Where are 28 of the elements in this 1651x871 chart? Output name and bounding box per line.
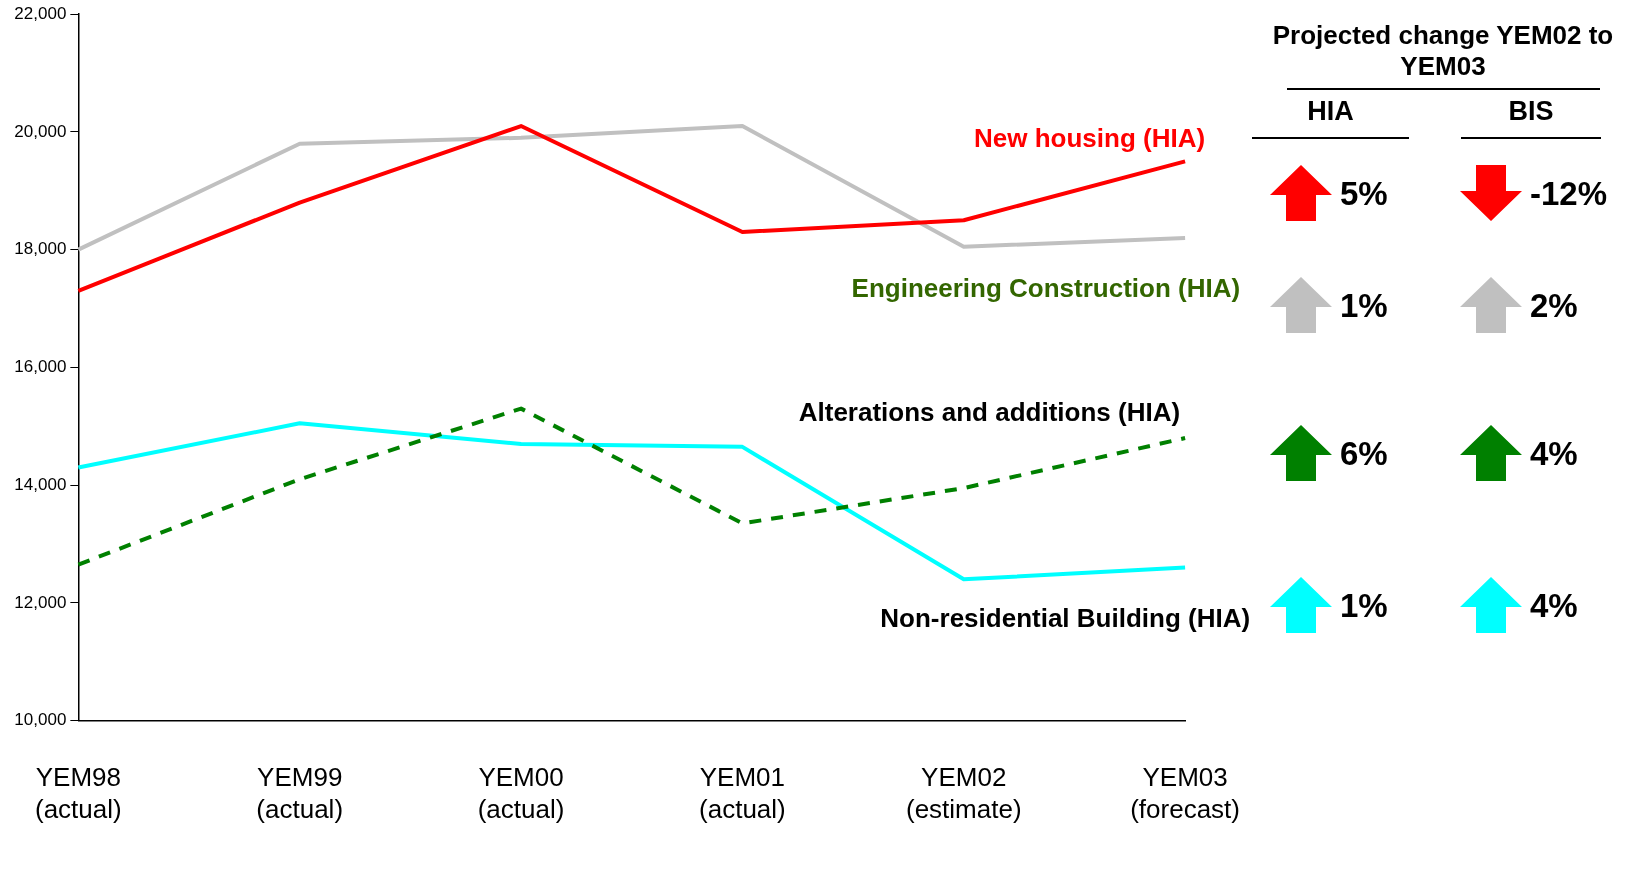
- y-tick-label: 20,000: [14, 121, 67, 141]
- x-tick-label: YEM99 (actual): [256, 762, 344, 824]
- y-tick-label: 10,000: [14, 710, 67, 730]
- text: HIA: [1306, 96, 1355, 127]
- text: 5%: [1340, 175, 1388, 213]
- text: -12%: [1530, 175, 1608, 213]
- y-tick-label: 12,000: [14, 592, 67, 612]
- legend-label: Engineering Construction (HIA): [851, 273, 1241, 304]
- text: 6%: [1340, 435, 1388, 473]
- x-tick-label: YEM98 (actual): [35, 762, 122, 824]
- text: 2%: [1530, 287, 1578, 325]
- text: 1%: [1340, 287, 1388, 325]
- x-tick-label: YEM02 (estimate): [905, 762, 1022, 824]
- text: 1%: [1340, 587, 1388, 625]
- series-label: New housing (HIA): [974, 122, 1206, 153]
- x-tick-label: YEM03 (forecast): [1130, 762, 1241, 824]
- y-tick-label: 16,000: [14, 357, 67, 377]
- y-tick-label: 22,000: [14, 3, 67, 23]
- y-tick-label: 14,000: [14, 474, 67, 494]
- text: 4%: [1530, 587, 1578, 625]
- legend-label: Non-residential Building (HIA): [880, 602, 1251, 633]
- x-tick-label: YEM00 (actual): [477, 762, 565, 824]
- series-label: Alterations and additions (HIA): [798, 397, 1181, 428]
- text: Projected change YEM02 to YEM03: [1271, 20, 1615, 83]
- x-tick-label: YEM01 (actual): [699, 762, 786, 824]
- text: BIS: [1507, 96, 1555, 127]
- y-tick-label: 18,000: [14, 239, 67, 259]
- text: 4%: [1530, 435, 1578, 473]
